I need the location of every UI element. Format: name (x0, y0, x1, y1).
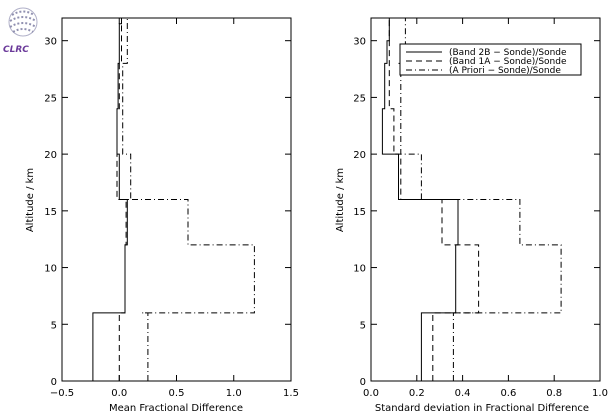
y-tick-label: 10 (44, 264, 57, 275)
x-tick-label: 0.8 (546, 388, 562, 399)
x-tick-label: 0.5 (169, 388, 185, 399)
legend-label-band1a: (Band 1A − Sonde)/Sonde (449, 57, 567, 67)
y-tick-label: 30 (353, 37, 366, 48)
legend-label-band2b: (Band 2B − Sonde)/Sonde (449, 48, 567, 58)
y-ticks: 0 5 10 15 20 25 30 (44, 37, 291, 388)
mean-difference-panel: −0.5 0.0 0.5 1.0 1.5 0 5 10 15 20 25 30 Mean Fract… (25, 17, 299, 414)
x-tick-label: 1.0 (226, 388, 242, 399)
legend-label-apriori: (A Priori − Sonde)/Sonde (449, 66, 561, 76)
x-ticks: −0.5 0.0 0.5 1.0 1.5 (50, 18, 299, 399)
y-axis-title: Altitude / km (25, 168, 36, 232)
logo-text: CLRC (3, 45, 29, 55)
x-tick-label: 0.4 (455, 388, 471, 399)
x-tick-label: 0.2 (409, 388, 425, 399)
x-axis-title: Standard deviation in Fractional Differe… (375, 403, 589, 414)
x-axis-title: Mean Fractional Difference (109, 403, 243, 414)
series-band1a-line (388, 18, 480, 381)
y-tick-label: 10 (353, 264, 366, 275)
y-tick-label: 25 (353, 93, 366, 104)
plot-frame (370, 17, 601, 382)
y-tick-label: 25 (44, 93, 57, 104)
y-tick-label: 20 (353, 150, 366, 161)
y-tick-label: 30 (44, 37, 57, 48)
y-tick-label: 0 (51, 377, 57, 388)
y-tick-label: 15 (353, 207, 366, 218)
series-apriori-line (398, 18, 562, 381)
series-lines (381, 18, 562, 381)
y-tick-label: 5 (360, 320, 366, 331)
series-band1a-line (116, 18, 127, 381)
x-tick-label: 0.6 (500, 388, 516, 399)
x-tick-label: 0.0 (111, 388, 127, 399)
x-ticks: 0.0 0.2 0.4 0.6 0.8 1.0 (363, 18, 608, 399)
series-lines (92, 17, 255, 381)
std-deviation-panel: 0.0 0.2 0.4 0.6 0.8 1.0 0 5 10 15 20 25 30 Standard… (335, 17, 608, 414)
y-tick-label: 5 (51, 320, 57, 331)
y-ticks: 0 5 10 15 20 25 30 (353, 37, 600, 388)
x-tick-label: 1.0 (592, 388, 608, 399)
y-tick-label: 0 (360, 377, 366, 388)
y-tick-label: 20 (44, 150, 57, 161)
x-tick-label: −0.5 (50, 388, 74, 399)
clrc-logo: CLRC (3, 7, 38, 55)
y-axis-title: Altitude / km (335, 168, 346, 232)
x-tick-label: 1.5 (283, 388, 299, 399)
y-tick-label: 15 (44, 207, 57, 218)
legend-box (399, 43, 582, 76)
globe-icon (8, 7, 38, 37)
series-apriori-line (122, 18, 255, 381)
x-tick-label: 0.0 (363, 388, 379, 399)
legend: (Band 2B − Sonde)/Sonde (Band 1A − Sonde… (399, 43, 582, 76)
